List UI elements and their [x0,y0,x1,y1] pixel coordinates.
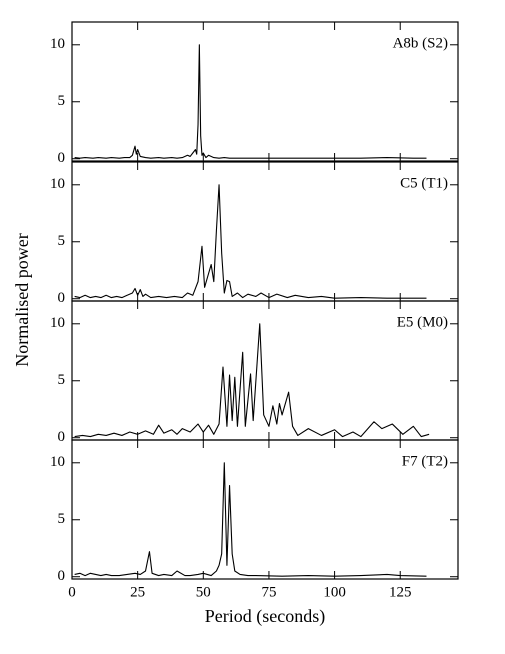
y-tick-label: 10 [50,36,65,52]
series-line [74,462,427,577]
x-tick-label: 25 [130,584,145,600]
y-tick-label: 0 [58,568,66,584]
panel-frame [71,439,459,580]
x-axis-label: Period (seconds) [205,606,325,627]
y-tick-label: 0 [58,290,66,306]
x-tick-label: 0 [68,584,76,600]
y-tick-label: 5 [58,511,66,527]
x-tick-label: 75 [261,584,276,600]
x-tick-label: 50 [196,584,211,600]
panel-label: F7 (T2) [402,453,448,469]
y-tick-label: 10 [50,454,65,470]
series-line [74,184,427,299]
y-tick-label: 5 [58,233,66,249]
y-tick-label: 10 [50,176,65,192]
panel-label: A8b (S2) [393,35,448,51]
series-line [74,44,427,159]
panel-label: E5 (M0) [397,314,448,330]
panel-label: C5 (T1) [400,175,448,191]
y-tick-label: 5 [58,93,66,109]
x-tick-label: 125 [389,584,412,600]
y-tick-label: 5 [58,372,66,388]
y-tick-label: 10 [50,315,65,331]
y-tick-label: 0 [58,150,66,166]
y-tick-label: 0 [58,429,66,445]
y-axis-label: Normalised power [12,233,32,366]
x-tick-label: 100 [323,584,346,600]
panel-frame [71,21,459,162]
series-line [74,323,430,438]
